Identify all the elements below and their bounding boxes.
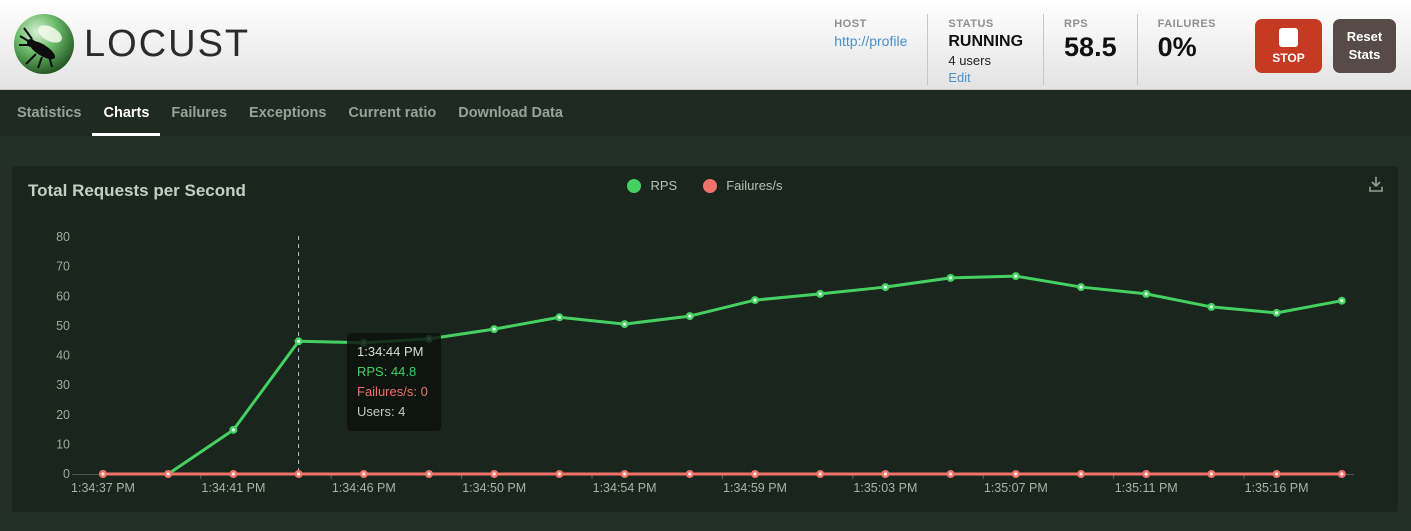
reset-stats-button[interactable]: Reset Stats — [1333, 19, 1396, 73]
svg-text:1:35:11 PM: 1:35:11 PM — [1115, 481, 1178, 495]
tooltip-rps: RPS: 44.8 — [357, 364, 417, 379]
rps-chart-panel: Total Requests per Second RPS Failures/s… — [12, 166, 1398, 512]
host-block: HOST http://profile — [814, 14, 927, 85]
rps-chart[interactable]: 0 10 20 30 40 50 60 70 80 1:34:37 PM 1:34:41 PM 1:3… — [12, 226, 1398, 512]
tab-charts[interactable]: Charts — [92, 93, 161, 136]
svg-text:70: 70 — [56, 260, 70, 274]
tab-download-data[interactable]: Download Data — [458, 105, 563, 121]
svg-text:1:34:37 PM: 1:34:37 PM — [71, 481, 135, 495]
stop-button[interactable]: STOP — [1255, 19, 1322, 73]
rps-legend-dot-icon — [627, 178, 642, 193]
tab-exceptions[interactable]: Exceptions — [249, 105, 327, 121]
svg-text:1:35:07 PM: 1:35:07 PM — [984, 481, 1048, 495]
stop-button-label: STOP — [1272, 50, 1305, 65]
chart-legend: RPS Failures/s — [12, 178, 1398, 193]
edit-link[interactable]: Edit — [948, 70, 971, 85]
app-title: LOCUST — [84, 22, 251, 65]
host-link[interactable]: http://profile — [834, 33, 908, 49]
failures-value: 0% — [1157, 32, 1197, 62]
download-chart-icon[interactable] — [1366, 175, 1386, 195]
failures-legend-dot-icon — [703, 178, 718, 193]
svg-text:1:34:46 PM: 1:34:46 PM — [332, 481, 396, 495]
svg-text:60: 60 — [56, 289, 70, 303]
status-label: STATUS — [948, 18, 994, 30]
charts-page: Total Requests per Second RPS Failures/s… — [0, 136, 1411, 531]
stop-icon — [1279, 27, 1298, 47]
svg-text:10: 10 — [56, 437, 70, 451]
tab-statistics[interactable]: Statistics — [17, 105, 82, 121]
header-stats: HOST http://profile STATUS RUNNING 4 use… — [814, 14, 1236, 85]
legend-item-failures[interactable]: Failures/s — [703, 178, 783, 193]
rps-line — [103, 274, 1343, 476]
svg-text:1:34:50 PM: 1:34:50 PM — [462, 481, 526, 495]
failures-label: FAILURES — [1157, 18, 1216, 30]
status-block: STATUS RUNNING 4 users Edit — [927, 14, 1043, 85]
rps-block: RPS 58.5 — [1043, 14, 1137, 85]
locust-logo: LOCUST — [12, 12, 250, 76]
chart-title: Total Requests per Second — [28, 181, 246, 200]
svg-text:1:34:54 PM: 1:34:54 PM — [593, 481, 657, 495]
failures-block: FAILURES 0% — [1136, 14, 1236, 85]
chart-tooltip: 1:34:44 PM RPS: 44.8 Failures/s: 0 Users… — [347, 333, 441, 431]
svg-text:1:35:16 PM: 1:35:16 PM — [1245, 481, 1309, 495]
svg-text:0: 0 — [63, 467, 70, 481]
status-value: RUNNING — [948, 33, 1024, 50]
main-nav: Statistics Charts Failures Exceptions Curren… — [0, 91, 1411, 136]
svg-text:1:34:41 PM: 1:34:41 PM — [201, 481, 265, 495]
svg-text:30: 30 — [56, 378, 70, 392]
tooltip-time: 1:34:44 PM — [357, 344, 424, 359]
tab-failures[interactable]: Failures — [171, 105, 228, 121]
tab-current-ratio[interactable]: Current ratio — [348, 105, 437, 121]
rps-value: 58.5 — [1064, 32, 1117, 62]
rps-legend-label: RPS — [650, 178, 678, 193]
rps-label: RPS — [1064, 18, 1089, 30]
failures-legend-label: Failures/s — [726, 178, 783, 193]
user-count: 4 users — [948, 53, 991, 68]
svg-text:20: 20 — [56, 408, 70, 422]
legend-item-rps[interactable]: RPS — [627, 178, 677, 193]
tooltip-failures: Failures/s: 0 — [357, 384, 428, 399]
svg-text:1:35:03 PM: 1:35:03 PM — [853, 481, 917, 495]
svg-text:50: 50 — [56, 319, 70, 333]
locust-logo-icon — [14, 14, 74, 74]
tooltip-users: Users: 4 — [357, 404, 406, 419]
svg-text:80: 80 — [56, 230, 70, 244]
top-header: LOCUST HOST http://profile STATUS RUNNIN… — [0, 0, 1411, 90]
svg-text:1:34:59 PM: 1:34:59 PM — [723, 481, 787, 495]
host-label: HOST — [834, 18, 867, 30]
svg-text:40: 40 — [56, 349, 70, 363]
